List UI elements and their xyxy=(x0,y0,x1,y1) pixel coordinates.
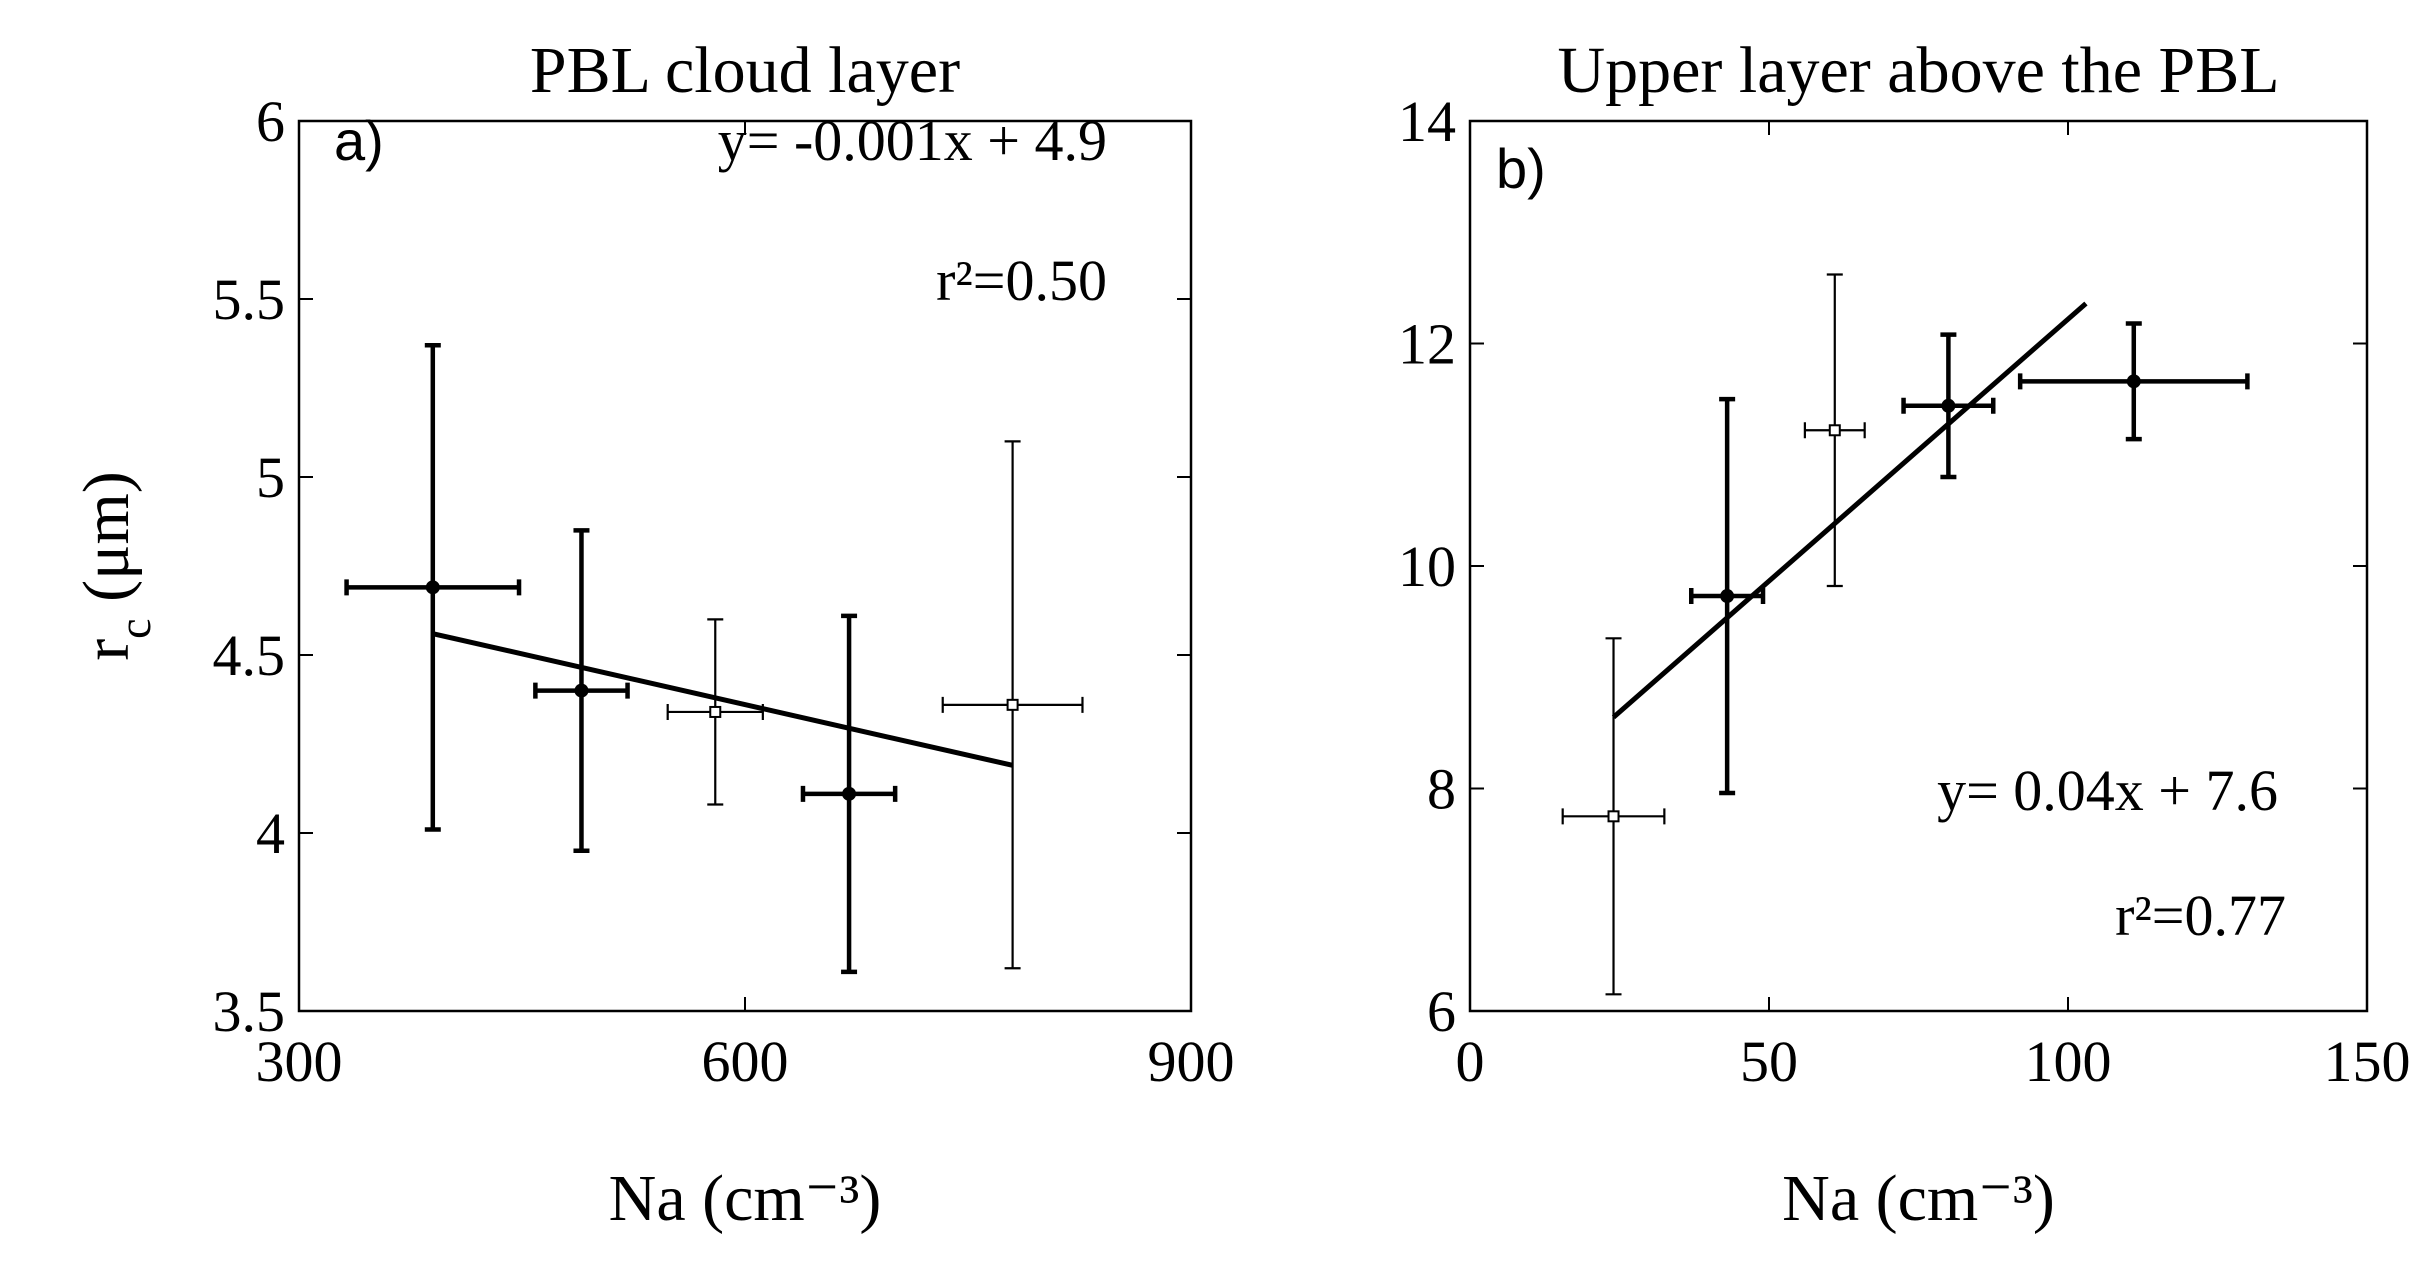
y-tick-label: 4 xyxy=(256,801,285,866)
y-tick-label: 6 xyxy=(256,89,285,154)
point xyxy=(1720,589,1735,604)
annotation: a) xyxy=(334,109,384,172)
plot-frame xyxy=(1468,119,2369,1013)
point xyxy=(574,683,589,698)
annotation: r²=0.50 xyxy=(936,248,1107,313)
x-axis-label: Na (cm⁻³) xyxy=(609,1162,882,1235)
y-tick-label: 10 xyxy=(1398,534,1456,599)
x-tick-label: 300 xyxy=(256,1029,343,1094)
point xyxy=(1828,424,1841,437)
point xyxy=(709,705,722,718)
point xyxy=(1941,398,1956,413)
fit-line xyxy=(1611,301,2088,720)
x-tick-label: 150 xyxy=(2324,1029,2411,1094)
point xyxy=(1006,698,1019,711)
annotation: y= 0.04x + 7.6 xyxy=(1937,758,2278,823)
point xyxy=(2126,374,2141,389)
point xyxy=(425,580,440,595)
chart-title: PBL cloud layer xyxy=(530,34,960,107)
y-tick-label: 14 xyxy=(1398,89,1456,154)
annotation: b) xyxy=(1496,137,1546,200)
y-tick-label: 6 xyxy=(1427,979,1456,1044)
x-axis-label: Na (cm⁻³) xyxy=(1782,1162,2055,1235)
y-tick-label: 5.5 xyxy=(213,267,286,332)
x-tick-label: 50 xyxy=(1740,1029,1798,1094)
x-tick-label: 600 xyxy=(702,1029,789,1094)
y-label-text: r xyxy=(70,639,143,661)
y-label-unit: (μm) xyxy=(70,471,143,618)
y-tick-label: 5 xyxy=(256,445,285,510)
y-tick-label: 3.5 xyxy=(213,979,286,1044)
y-label-subscript: c xyxy=(109,618,160,638)
x-tick-label: 900 xyxy=(1148,1029,1235,1094)
y-tick-label: 8 xyxy=(1427,757,1456,822)
y-tick-label: 12 xyxy=(1398,312,1456,377)
chart-title: Upper layer above the PBL xyxy=(1557,34,2279,107)
annotation: r²=0.77 xyxy=(2115,883,2286,948)
point xyxy=(842,786,857,801)
fit-line xyxy=(432,631,1014,768)
y-tick-label: 4.5 xyxy=(213,623,286,688)
point xyxy=(1607,810,1620,823)
x-tick-label: 0 xyxy=(1456,1029,1485,1094)
annotation: y= -0.001x + 4.9 xyxy=(718,108,1107,173)
y-axis-label: rc (μm) xyxy=(70,471,160,661)
x-tick-label: 100 xyxy=(2025,1029,2112,1094)
